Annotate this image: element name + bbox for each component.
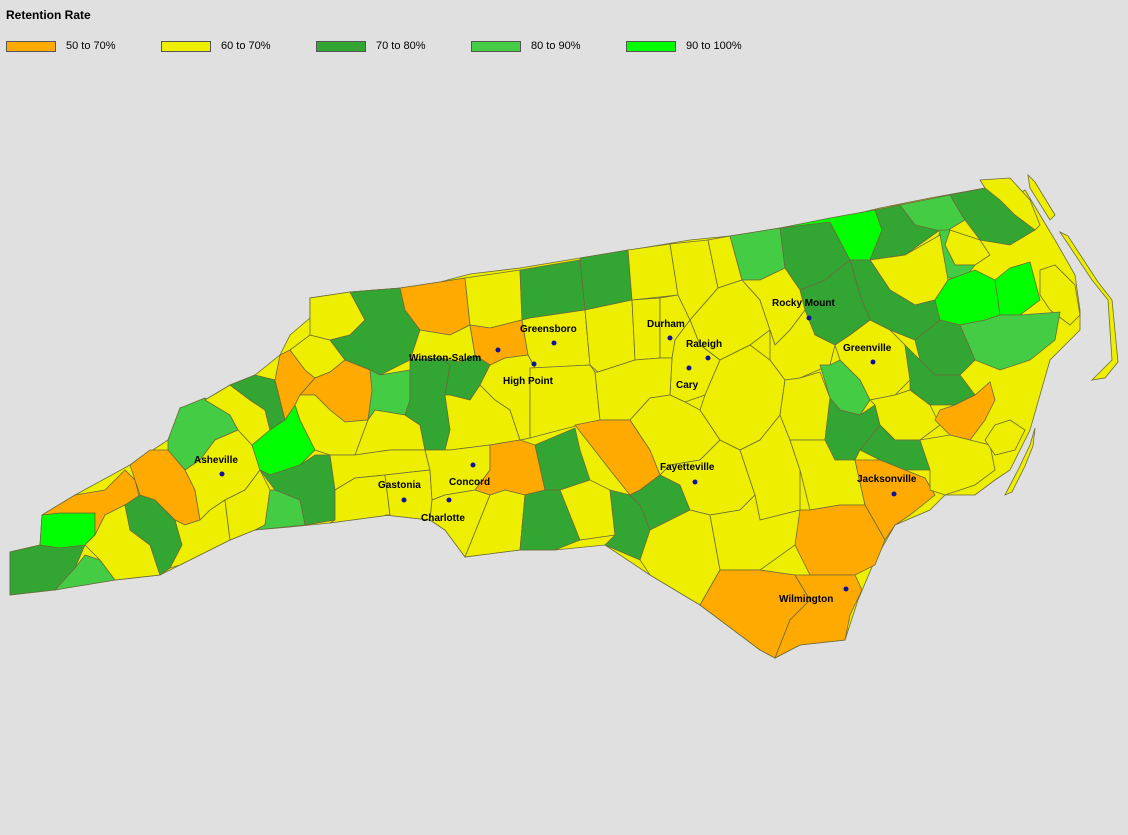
city-dot: [551, 340, 557, 346]
city-dot: [806, 315, 812, 321]
city-concord: Concord: [449, 462, 490, 488]
outer-banks: [1004, 427, 1036, 496]
city-label: Greensboro: [520, 324, 577, 335]
city-dot: [401, 497, 407, 503]
county: [899, 194, 966, 233]
city-label: Concord: [449, 477, 490, 488]
county: [774, 574, 863, 659]
outer-banks: [1027, 173, 1056, 221]
city-dot: [870, 359, 876, 365]
city-label: Winston-Salem: [409, 353, 481, 364]
legend-label: 70 to 80%: [376, 40, 426, 52]
legend-swatch: [316, 40, 366, 52]
city-label: Fayetteville: [660, 462, 715, 473]
county: [779, 371, 831, 441]
city-dot: [692, 479, 698, 485]
county: [519, 259, 586, 321]
city-greenville: Greenville: [843, 343, 892, 365]
city-dot: [667, 335, 673, 341]
city-dot: [446, 497, 452, 503]
legend-swatch: [161, 40, 211, 52]
legend-item: 70 to 80%: [316, 40, 471, 52]
county: [959, 311, 1061, 371]
city-label: High Point: [503, 376, 554, 387]
city-durham: Durham: [647, 319, 685, 341]
county: [464, 269, 523, 329]
city-charlotte: Charlotte: [421, 497, 465, 524]
city-dot: [219, 471, 225, 477]
city-label: Jacksonville: [857, 474, 917, 485]
county: [464, 489, 526, 558]
city-fayetteville: Fayetteville: [660, 462, 715, 485]
county: [579, 249, 633, 311]
city-label: Greenville: [843, 343, 892, 354]
city-wilmington: Wilmington: [779, 586, 849, 605]
legend-label: 90 to 100%: [686, 40, 742, 52]
county: [1039, 264, 1081, 326]
city-label: Charlotte: [421, 513, 465, 524]
county: [794, 504, 886, 576]
county: [254, 489, 306, 531]
city-label: Wilmington: [779, 594, 833, 605]
county: [934, 381, 996, 441]
city-dot: [686, 365, 692, 371]
county: [979, 177, 1041, 231]
county: [521, 309, 591, 369]
legend-label: 60 to 70%: [221, 40, 271, 52]
legend-swatch: [471, 40, 521, 52]
city-label: Durham: [647, 319, 685, 330]
city-label: Raleigh: [686, 339, 722, 350]
outer-banks: [984, 419, 1026, 456]
city-label: Asheville: [194, 455, 238, 466]
city-label: Gastonia: [378, 480, 421, 491]
city-dot: [531, 361, 537, 367]
county: [919, 434, 996, 496]
city-cary: Cary: [676, 365, 699, 391]
map-title: Retention Rate: [6, 8, 91, 22]
legend-item: 50 to 70%: [6, 40, 161, 52]
city-high-point: High Point: [503, 361, 554, 387]
outer-banks: [1058, 230, 1119, 381]
legend-label: 80 to 90%: [531, 40, 581, 52]
legend-swatch: [6, 40, 56, 52]
legend: 50 to 70% 60 to 70% 70 to 80% 80 to 90% …: [6, 40, 781, 52]
city-dot: [891, 491, 897, 497]
city-dot: [843, 586, 849, 592]
city-dot: [705, 355, 711, 361]
legend-label: 50 to 70%: [66, 40, 116, 52]
city-dot: [495, 347, 501, 353]
city-label: Rocky Mount: [772, 298, 835, 309]
city-greensboro: Greensboro: [520, 324, 577, 346]
city-asheville: Asheville: [194, 455, 238, 477]
legend-item: 60 to 70%: [161, 40, 316, 52]
city-raleigh: Raleigh: [686, 339, 722, 361]
city-rocky-mount: Rocky Mount: [772, 298, 835, 321]
city-dot: [470, 462, 476, 468]
city-winston-salem: Winston-Salem: [409, 347, 501, 364]
county: [627, 243, 679, 301]
county: [869, 389, 941, 441]
legend-item: 90 to 100%: [626, 40, 781, 52]
legend-swatch: [626, 40, 676, 52]
legend-item: 80 to 90%: [471, 40, 626, 52]
city-label: Cary: [676, 380, 699, 391]
city-jacksonville: Jacksonville: [857, 474, 917, 497]
city-gastonia: Gastonia: [378, 480, 421, 503]
county: [584, 299, 636, 373]
